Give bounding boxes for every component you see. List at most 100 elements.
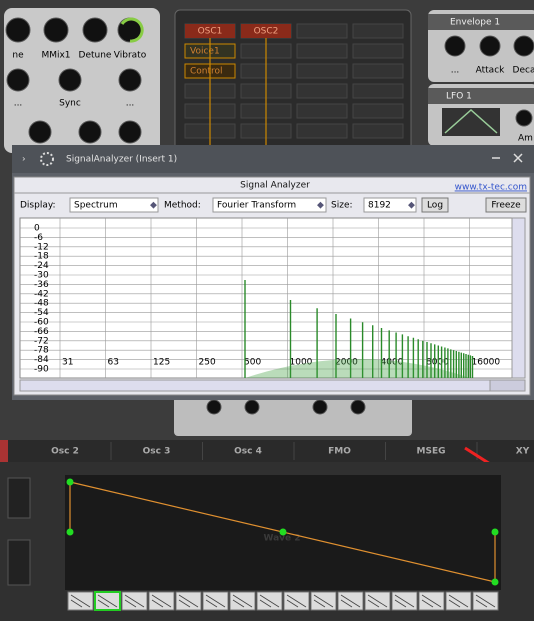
knob-label: ... <box>14 99 23 109</box>
x-label: 4000 <box>381 358 404 368</box>
log-button[interactable] <box>421 197 449 213</box>
knob[interactable] <box>6 68 30 92</box>
knob[interactable] <box>206 399 222 415</box>
wave-icon <box>232 594 253 608</box>
matrix-header-label: OSC1 <box>198 27 223 37</box>
display-label: Display: <box>20 201 56 211</box>
x-label: 63 <box>108 358 119 368</box>
collapse-arrow[interactable]: › <box>22 155 26 165</box>
y-label: -24 <box>34 261 49 271</box>
close-button[interactable] <box>513 153 523 163</box>
y-label: 0 <box>34 224 40 234</box>
y-label: -42 <box>34 289 49 299</box>
wave-icon <box>421 594 442 608</box>
method-select[interactable] <box>212 197 327 213</box>
y-label: -30 <box>34 271 49 281</box>
y-label: -36 <box>34 280 49 290</box>
osc-panel <box>4 8 160 153</box>
method-label: Method: <box>164 201 201 211</box>
size-value: 8192 <box>368 201 391 211</box>
x-label: 1000 <box>290 358 313 368</box>
matrix-cell <box>296 103 348 119</box>
knob[interactable] <box>58 68 82 92</box>
freeze-button[interactable] <box>485 197 527 213</box>
tab[interactable]: MSEG <box>417 447 446 457</box>
matrix-header[interactable] <box>185 24 235 38</box>
tab[interactable]: Osc 3 <box>143 447 171 457</box>
knob[interactable] <box>5 17 31 43</box>
knob[interactable] <box>513 35 534 57</box>
x-label: 31 <box>62 358 73 368</box>
tab-strip <box>0 440 534 462</box>
zoom-buttons[interactable] <box>489 379 526 392</box>
mseg-watermark: Wave 2 <box>263 534 300 544</box>
matrix-cell <box>352 83 404 99</box>
wave-icon <box>286 594 307 608</box>
node[interactable] <box>279 528 287 536</box>
horizontal-scrollbar[interactable] <box>19 379 491 392</box>
knob-label: Detune <box>79 51 112 61</box>
knob[interactable] <box>118 120 142 144</box>
knob[interactable] <box>28 120 52 144</box>
knob-label: ... <box>451 66 460 76</box>
gear-icon[interactable] <box>40 152 54 166</box>
knob-label: ne <box>12 51 24 61</box>
select-arrow: ◆ <box>408 201 415 211</box>
knob[interactable] <box>82 17 108 43</box>
y-label: -18 <box>34 252 49 262</box>
wave-icon <box>259 594 280 608</box>
wave-icon <box>394 594 415 608</box>
tab[interactable]: Osc 4 <box>234 447 262 457</box>
matrix-cell <box>296 23 348 39</box>
x-label: 8000 <box>426 358 449 368</box>
lfo-knob-label: Am <box>518 134 533 144</box>
spectrum-plot: 0-6-12-18-24-30-36-42-48-54-60-66-72-78-… <box>20 218 512 378</box>
knob-indicator <box>120 17 144 43</box>
node[interactable] <box>66 478 74 486</box>
side-button[interactable] <box>7 539 31 586</box>
lfo-wave <box>444 108 498 134</box>
x-label: 125 <box>153 358 170 368</box>
knob[interactable] <box>444 35 466 57</box>
method-value: Fourier Transform <box>217 201 296 211</box>
size-select[interactable] <box>363 197 417 213</box>
tab[interactable]: XY <box>516 447 530 457</box>
tab[interactable]: FMO <box>328 447 351 457</box>
knob[interactable] <box>43 17 69 43</box>
lfo-display <box>442 108 500 136</box>
wave-icon <box>313 594 334 608</box>
matrix-grid: OSC1 OSC2 Voice1 Control <box>184 23 404 148</box>
knob[interactable] <box>118 68 142 92</box>
y-label: -78 <box>34 346 49 356</box>
matrix-header[interactable] <box>241 24 291 38</box>
lfo-knob[interactable] <box>515 109 533 127</box>
knob[interactable] <box>350 399 366 415</box>
node[interactable] <box>66 528 74 536</box>
side-button[interactable] <box>7 477 31 519</box>
size-label: Size: <box>331 201 353 211</box>
vertical-scrollbar[interactable] <box>511 217 526 379</box>
node[interactable] <box>491 528 499 536</box>
wave-selector <box>67 591 499 611</box>
spectrum-peaks <box>244 280 474 378</box>
matrix-cell <box>352 63 404 79</box>
display-select[interactable] <box>69 197 159 213</box>
y-label: -72 <box>34 336 49 346</box>
analyzer-titlebar <box>12 145 534 173</box>
envelope-title: Envelope 1 <box>450 18 500 28</box>
knob-label: Attack <box>476 66 506 76</box>
matrix-row-label: Voice1 <box>190 47 220 57</box>
matrix-cell <box>296 43 348 59</box>
wave-icon <box>340 594 361 608</box>
y-label: -6 <box>34 233 43 243</box>
node[interactable] <box>491 578 499 586</box>
knob[interactable] <box>312 399 328 415</box>
x-label: 250 <box>199 358 216 368</box>
vendor-link[interactable]: www.tx-tec.com <box>455 183 527 193</box>
knob[interactable] <box>479 35 501 57</box>
tab[interactable]: Osc 2 <box>51 447 79 457</box>
knob[interactable] <box>78 120 102 144</box>
knob-label: MMix1 <box>41 51 70 61</box>
matrix-header-label: OSC2 <box>254 27 279 37</box>
knob[interactable] <box>244 399 260 415</box>
